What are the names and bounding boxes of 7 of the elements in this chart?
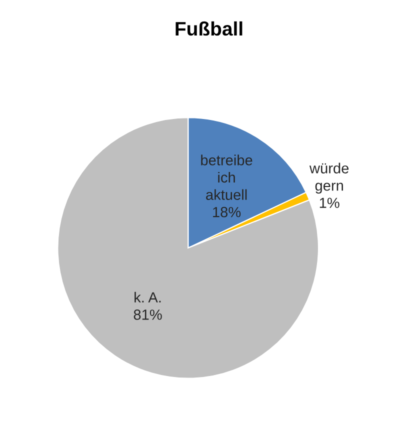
chart-title: Fußball (176, 21, 242, 36)
data-label: 81% (134, 310, 162, 320)
slice-label: betreibe ich aktuell (201, 154, 252, 200)
data-label: 18% (213, 206, 241, 218)
slice-label: k. A. (134, 292, 161, 302)
slice-label: würde gern (309, 162, 349, 194)
data-label: 1% (320, 198, 340, 208)
